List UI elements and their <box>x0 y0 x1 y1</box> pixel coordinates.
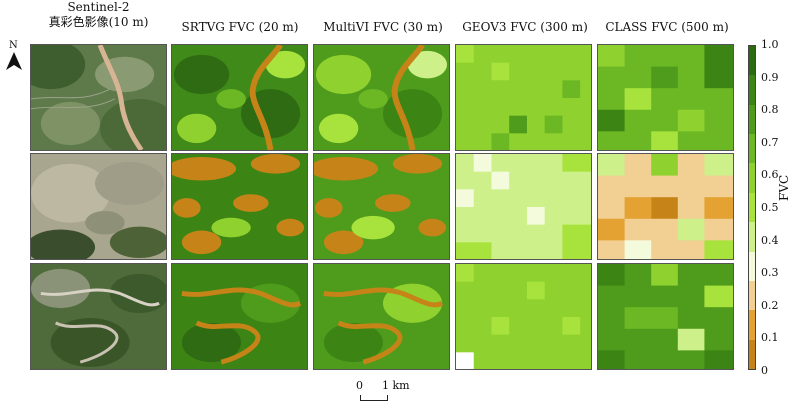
colorbar-tick-label: 0.6 <box>761 168 779 182</box>
colorbar-segment <box>749 163 755 193</box>
colorbar-segment <box>749 104 755 135</box>
colorbar-tick-label: 0.2 <box>761 298 779 312</box>
header-geov3: GEOV3 FVC (300 m) <box>462 20 588 34</box>
colorbar-tick-label: 0.7 <box>761 135 779 149</box>
colorbar-segment <box>749 134 755 164</box>
colorbar-segment <box>749 339 755 369</box>
panel-class-row3 <box>597 263 734 370</box>
panel-srtvg-row2 <box>171 153 308 260</box>
scale-bar-right-label: 1 km <box>382 379 410 392</box>
north-label: N <box>9 40 18 51</box>
panel-geov3-row1 <box>455 44 592 151</box>
colorbar-segment <box>749 46 755 76</box>
colorbar-tick-label: 0.3 <box>761 266 779 280</box>
panel-multivi-row3 <box>313 263 450 370</box>
header-sentinel2: Sentinel-2 真彩色影像(10 m) <box>30 0 167 30</box>
panel-class-row2 <box>597 153 734 260</box>
scale-bar-line <box>360 395 388 401</box>
panel-srtvg-row1 <box>171 44 308 151</box>
scale-bar: 0 1 km <box>356 379 416 405</box>
panel-sentinel2-row3 <box>30 263 167 370</box>
panel-class-row1 <box>597 44 734 151</box>
panel-multivi-row2 <box>313 153 450 260</box>
colorbar-tick-label: 0.4 <box>761 233 779 247</box>
scale-bar-left-label: 0 <box>356 379 363 392</box>
colorbar-tick-label: 1.0 <box>761 38 779 51</box>
panel-srtvg-row3 <box>171 263 308 370</box>
panel-sentinel2-row2 <box>30 153 167 260</box>
header-multivi: MultiVI FVC (30 m) <box>323 20 443 34</box>
colorbar <box>748 45 756 370</box>
north-arrow: N <box>6 40 24 74</box>
colorbar-title: FVC <box>777 174 791 201</box>
header-sentinel2-line1: Sentinel-2 <box>67 0 130 14</box>
colorbar-segment <box>749 222 755 252</box>
panel-sentinel2-row1 <box>30 44 167 151</box>
colorbar-segment <box>749 192 755 223</box>
header-sentinel2-line2: 真彩色影像(10 m) <box>48 15 149 29</box>
colorbar-tick-label: 0.9 <box>761 70 779 84</box>
colorbar-segment <box>749 251 755 281</box>
colorbar-tick-label: 0.8 <box>761 103 779 117</box>
colorbar-tick-label: 0 <box>761 364 768 377</box>
colorbar-tick-label: 0.1 <box>761 331 779 345</box>
colorbar-segment <box>749 75 755 105</box>
header-srtvg: SRTVG FVC (20 m) <box>181 20 299 34</box>
panel-geov3-row2 <box>455 153 592 260</box>
colorbar-segment <box>749 280 755 311</box>
panel-geov3-row3 <box>455 263 592 370</box>
colorbar-segment <box>749 310 755 340</box>
colorbar-tick-label: 0.5 <box>761 201 779 214</box>
north-arrow-icon <box>6 52 22 70</box>
header-class: CLASS FVC (500 m) <box>605 20 729 34</box>
panel-multivi-row1 <box>313 44 450 151</box>
